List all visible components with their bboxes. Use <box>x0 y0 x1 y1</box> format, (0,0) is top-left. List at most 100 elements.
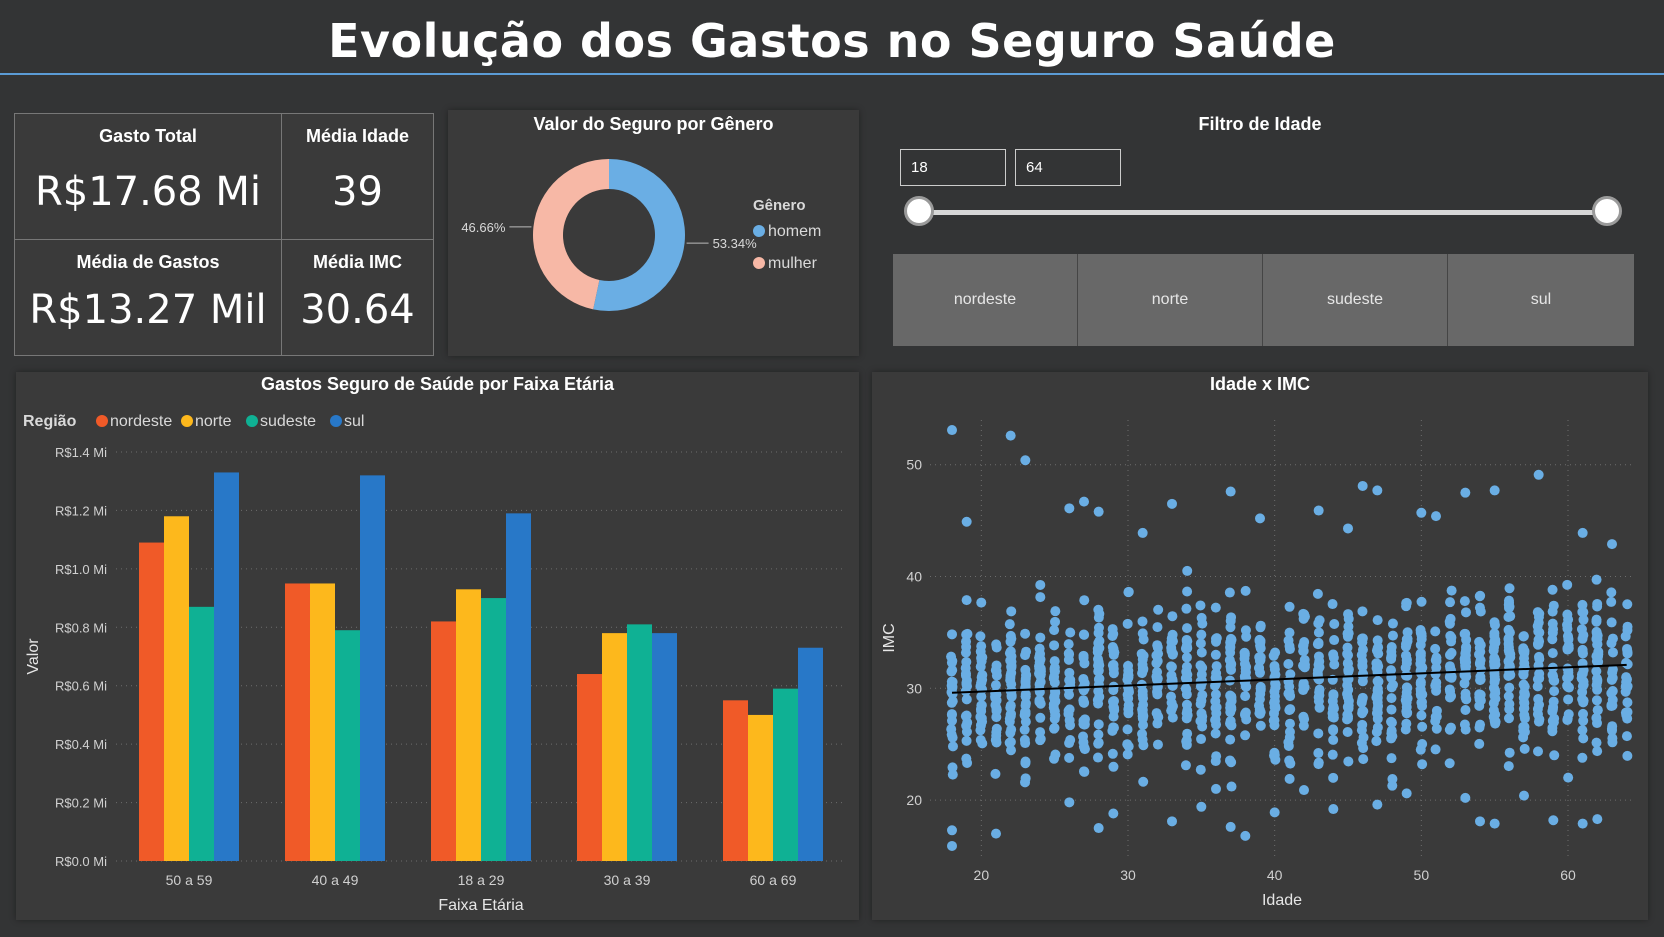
scatter-point <box>1180 760 1191 771</box>
scatter-point <box>1283 740 1294 751</box>
scatter-point <box>1343 609 1354 620</box>
scatter-point <box>1622 647 1633 658</box>
scatter-point <box>1577 599 1588 610</box>
donut-data-label-homem: 53.34% <box>713 236 758 251</box>
age-slider-max-handle[interactable] <box>1592 196 1622 226</box>
scatter-point <box>1386 665 1397 676</box>
scatter-point <box>1386 650 1397 661</box>
scatter-point <box>1255 637 1266 648</box>
scatter-point <box>1314 690 1325 701</box>
scatter-point <box>1607 647 1618 658</box>
scatter-point <box>1373 648 1384 659</box>
scatter-point <box>1180 683 1191 694</box>
scatter-point <box>1211 661 1222 672</box>
scatter-point <box>1328 772 1339 783</box>
scatter-point <box>1269 715 1280 726</box>
region-slicer-nordeste[interactable]: nordeste <box>893 254 1078 346</box>
scatter-point <box>1533 639 1544 650</box>
scatter-point <box>1226 720 1237 731</box>
scatter-point <box>1313 505 1324 516</box>
scatter-point <box>1357 480 1368 491</box>
scatter-point <box>1284 601 1295 612</box>
scatter-point <box>1371 736 1382 747</box>
scatter-point <box>1313 748 1324 759</box>
scatter-point <box>1372 485 1383 496</box>
scatter-point <box>1577 527 1588 538</box>
scatter-point <box>976 691 987 702</box>
scatter-point <box>1064 503 1075 514</box>
scatter-point <box>1358 732 1369 743</box>
scatter-point <box>1255 707 1266 718</box>
scatter-point <box>1489 619 1500 630</box>
scatter-point <box>1416 634 1427 645</box>
region-slicer-sul[interactable]: sul <box>1448 254 1634 346</box>
age-range-bar-chart: R$0.0 Mi R$0.2 Mi R$0.4 Mi R$0.6 Mi R$0.8 Mi… <box>23 413 846 914</box>
scatter-point <box>1020 716 1031 727</box>
scatter-point <box>1460 792 1471 803</box>
age-min-input[interactable] <box>900 149 1006 186</box>
scatter-point <box>1224 587 1235 598</box>
age-max-input[interactable] <box>1015 149 1121 186</box>
scatter-point <box>1474 694 1485 705</box>
scatter-point <box>1417 759 1428 770</box>
scatter-point <box>1284 726 1295 737</box>
gender-donut-chart: 53.34% 46.66% Gênero homem mulher <box>461 159 821 311</box>
scatter-point <box>1123 704 1134 715</box>
kpi-media-imc-value: 30.64 <box>300 287 415 333</box>
scatter-point <box>1386 704 1397 715</box>
scatter-point <box>1210 602 1221 613</box>
scatter-point <box>1181 708 1192 719</box>
scatter-point <box>1577 752 1588 763</box>
scatter-point <box>1387 774 1398 785</box>
scatter-point <box>1460 704 1471 715</box>
scatter-point <box>1138 776 1149 787</box>
scatter-point <box>1093 738 1104 749</box>
scatter-point <box>1240 691 1251 702</box>
scatter-point <box>1342 714 1353 725</box>
bar-y-tick-label: R$1.0 Mi <box>55 562 107 577</box>
scatter-point <box>1562 579 1573 590</box>
scatter-point <box>1108 722 1119 733</box>
scatter-point <box>1123 682 1134 693</box>
scatter-point <box>1373 701 1384 712</box>
scatter-point <box>1021 670 1032 681</box>
scatter-point <box>1607 633 1618 644</box>
scatter-point <box>1416 697 1427 708</box>
scatter-point <box>1328 734 1339 745</box>
scatter-point <box>1562 609 1573 620</box>
scatter-point <box>1092 752 1103 763</box>
scatter-point <box>1181 623 1192 634</box>
scatter-point <box>1607 737 1618 748</box>
region-slicer-norte[interactable]: norte <box>1078 254 1263 346</box>
bar-x-tick-label: 30 a 39 <box>604 872 651 888</box>
scatter-point <box>975 704 986 715</box>
scatter-point <box>1108 685 1119 696</box>
scatter-point <box>1005 636 1016 647</box>
scatter-point <box>1108 668 1119 679</box>
scatter-point <box>1372 799 1383 810</box>
scatter-point <box>1049 753 1060 764</box>
scatter-point <box>947 425 957 436</box>
bar-y-axis-label: Valor <box>25 638 42 675</box>
scatter-point <box>1547 584 1558 595</box>
kpi-gasto-total-value: R$17.68 Mi <box>34 169 262 215</box>
scatter-point <box>1004 619 1015 630</box>
scatter-point <box>1167 676 1178 687</box>
scatter-point <box>1401 718 1412 729</box>
region-slicer-sudeste[interactable]: sudeste <box>1263 254 1448 346</box>
scatter-point <box>1093 506 1104 517</box>
scatter-point <box>1064 689 1075 700</box>
scatter-point <box>1254 662 1265 673</box>
donut-data-label-mulher: 46.66% <box>461 220 506 235</box>
scatter-point <box>1591 626 1602 637</box>
age-range-slider[interactable] <box>920 210 1608 215</box>
scatter-point <box>1430 643 1441 654</box>
scatter-point <box>1328 725 1339 736</box>
scatter-point <box>1312 588 1323 599</box>
scatter-point <box>1489 637 1500 648</box>
scatter-trendline <box>951 663 1627 694</box>
scatter-point <box>1343 523 1353 534</box>
age-slider-min-handle[interactable] <box>904 196 934 226</box>
scatter-point <box>1035 654 1046 665</box>
scatter-point <box>991 828 1001 839</box>
